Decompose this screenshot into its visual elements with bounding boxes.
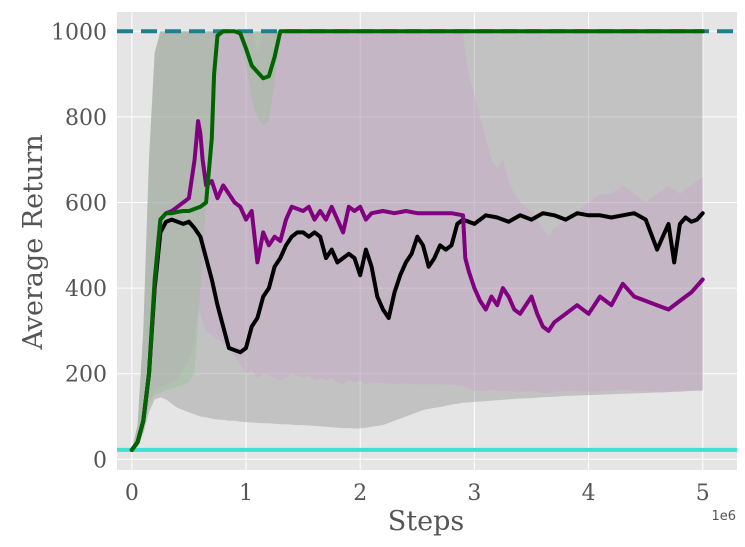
x-tick-label: 0 bbox=[125, 481, 139, 506]
y-axis-label: Average Return bbox=[18, 134, 49, 350]
x-tick-label: 4 bbox=[582, 481, 596, 506]
y-tick-label: 800 bbox=[65, 106, 107, 131]
series-1-line bbox=[129, 211, 705, 452]
series-2-line bbox=[129, 119, 705, 452]
y-tick-label: 1000 bbox=[51, 20, 107, 45]
y-tick-label: 200 bbox=[65, 363, 107, 388]
series-3-band bbox=[131, 31, 703, 450]
series-lines bbox=[129, 29, 705, 452]
x-axis-offset-label: 1e6 bbox=[711, 509, 736, 524]
y-tick-labels: 0 200 400 600 800 1000 bbox=[51, 20, 107, 473]
plot-background bbox=[117, 12, 737, 470]
x-tick-labels: 0 1 2 3 4 5 bbox=[125, 481, 710, 506]
grid-lines bbox=[117, 12, 737, 470]
x-tick-label: 3 bbox=[467, 481, 481, 506]
x-tick-label: 1 bbox=[239, 481, 253, 506]
x-tick-label: 5 bbox=[696, 481, 710, 506]
x-axis-label: Steps bbox=[388, 506, 464, 537]
y-tick-label: 0 bbox=[93, 448, 107, 473]
x-tick-label: 2 bbox=[353, 481, 367, 506]
y-tick-label: 600 bbox=[65, 191, 107, 216]
series-3-line bbox=[129, 29, 705, 452]
y-tick-label: 400 bbox=[65, 277, 107, 302]
